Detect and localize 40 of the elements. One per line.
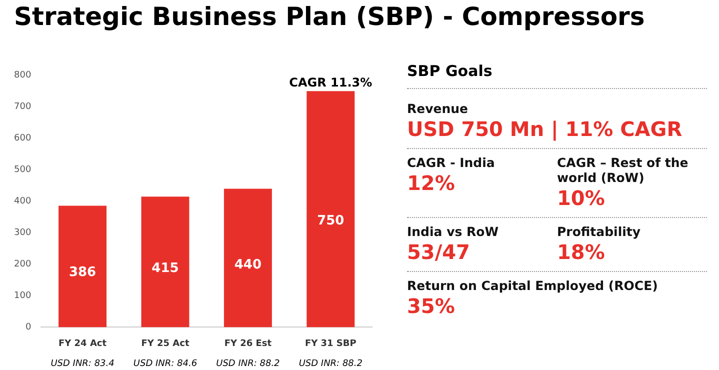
text: 53/47 (407, 239, 471, 265)
text: Return on Capital Employed (ROCE) (407, 278, 659, 293)
text: India vs RoW (407, 224, 500, 239)
text: USD INR: 88.2 (298, 358, 363, 369)
data-label: 440 (234, 257, 262, 272)
y-tick-label: 0 (25, 322, 32, 333)
y-tick-label: 800 (14, 70, 32, 81)
text: Revenue (407, 101, 470, 116)
y-tick-label: 300 (14, 228, 32, 238)
text: 12% (407, 170, 456, 196)
text: USD INR: 83.4 (50, 358, 115, 369)
y-tick-label: 200 (14, 260, 32, 270)
text: USD 750 Mn | 11% CAGR (407, 116, 684, 142)
text: CAGR – Rest of the world (RoW) (557, 155, 690, 185)
data-label: 415 (152, 260, 179, 276)
x-tick-label: FY 26 Est (224, 338, 272, 349)
text: 10% (557, 185, 606, 211)
bar (224, 188, 272, 328)
data-label: 386 (68, 264, 96, 280)
y-tick-label: 500 (14, 165, 32, 176)
x-tick-label: FY 25 Act (141, 338, 190, 349)
annotation: CAGR 11.3% (289, 75, 372, 90)
y-tick-label: 600 (14, 134, 32, 144)
x-tick-label: FY 24 Act (58, 338, 108, 349)
data-label: 750 (317, 213, 344, 228)
text: USD INR: 84.6 (133, 358, 198, 369)
x-tick-label: FY 31 SBP (304, 338, 357, 349)
text: CAGR - India (407, 155, 496, 170)
text: 18% (557, 239, 606, 265)
chart-title: Strategic Business Plan (SBP) - Compressors (14, 2, 645, 31)
bar (306, 91, 355, 328)
text: 35% (407, 293, 456, 319)
y-tick-label: 100 (14, 291, 32, 302)
text: USD INR: 88.2 (216, 358, 280, 369)
bar (58, 206, 107, 328)
y-tick-label: 400 (14, 196, 32, 207)
y-tick-label: 700 (14, 102, 32, 112)
text: Profitability (557, 224, 642, 239)
bar (141, 196, 190, 328)
text: SBP Goals (407, 62, 707, 89)
